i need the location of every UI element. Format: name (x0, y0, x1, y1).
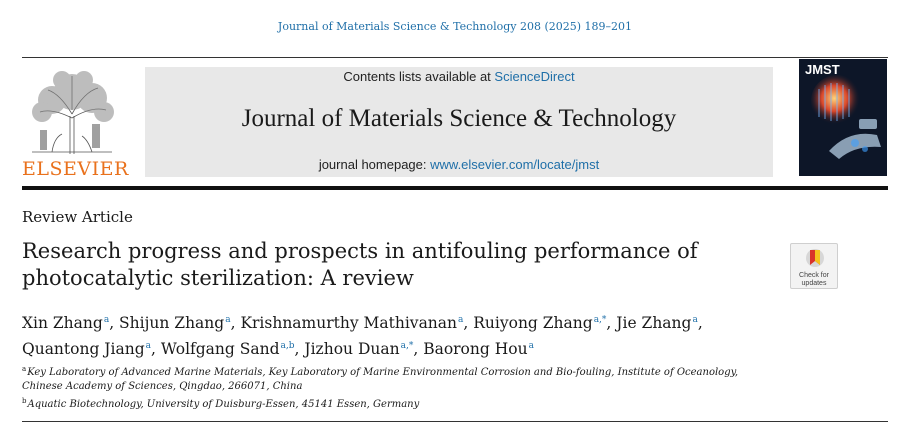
article-title: Research progress and prospects in antif… (22, 238, 742, 292)
check-for-updates-button[interactable]: Check for updates (790, 243, 838, 289)
author-name[interactable]: Quantong Jiang (22, 340, 145, 358)
author-affiliation-mark[interactable]: a,b (280, 341, 295, 351)
cover-art-icon (799, 59, 887, 176)
elsevier-logo[interactable]: ELSEVIER (22, 68, 129, 180)
author-affiliation-mark[interactable]: a (225, 315, 231, 325)
author-affiliation-mark[interactable]: a,* (593, 315, 607, 325)
journal-cover[interactable]: JMST (799, 59, 887, 176)
author-affiliation-mark[interactable]: a (103, 315, 110, 325)
author-name[interactable]: Wolfgang Sand (160, 340, 280, 358)
cover-title: JMST (805, 62, 840, 77)
homepage-prefix: journal homepage: (318, 157, 431, 172)
check-for-updates-label: Check for updates (799, 272, 829, 287)
author-affiliation-mark[interactable]: a (692, 315, 698, 325)
author-name[interactable]: Krishnamurthy Mathivanan (240, 314, 458, 332)
author-list: Xin Zhanga, Shijun Zhanga, Krishnamurthy… (22, 314, 703, 358)
author-name[interactable]: Xin Zhang (22, 314, 103, 332)
author-name[interactable]: Jizhou Duan (304, 340, 400, 358)
author-affiliation-mark[interactable]: a (458, 315, 464, 325)
title-line-2: photocatalytic sterilization: A review (22, 266, 414, 290)
affiliation-mark: b (22, 397, 27, 405)
article-type: Review Article (22, 208, 133, 226)
author-name[interactable]: Jie Zhang (616, 314, 692, 332)
author-name[interactable]: Ruiyong Zhang (473, 314, 593, 332)
affiliation-item: aKey Laboratory of Advanced Marine Mater… (22, 362, 762, 394)
author-affiliation-mark[interactable]: a (145, 341, 151, 351)
homepage-line: journal homepage: www.elsevier.com/locat… (145, 157, 773, 172)
sciencedirect-link[interactable]: ScienceDirect (494, 69, 575, 84)
front-matter-rule (22, 421, 888, 422)
contents-line: Contents lists available at ScienceDirec… (145, 69, 773, 84)
journal-banner: Contents lists available at ScienceDirec… (145, 67, 773, 177)
header-top-rule (22, 57, 888, 58)
affiliation-text: Aquatic Biotechnology, University of Dui… (27, 399, 420, 410)
elsevier-wordmark: ELSEVIER (22, 158, 129, 180)
journal-citation[interactable]: Journal of Materials Science & Technolog… (277, 20, 633, 33)
contents-prefix: Contents lists available at (343, 69, 495, 84)
affiliation-item: bAquatic Biotechnology, University of Du… (22, 394, 762, 412)
author-affiliation-mark[interactable]: a,* (400, 341, 414, 351)
header-bottom-rule (22, 186, 888, 190)
bookmark-icon (806, 249, 824, 267)
affiliation-text: Key Laboratory of Advanced Marine Materi… (22, 367, 739, 392)
affiliation-mark: a (22, 365, 27, 373)
author-name[interactable]: Shijun Zhang (119, 314, 225, 332)
author-name[interactable]: Baorong Hou (423, 340, 528, 358)
homepage-link[interactable]: www.elsevier.com/locate/jmst (430, 157, 600, 172)
elsevier-tree-icon (32, 71, 114, 154)
title-line-1: Research progress and prospects in antif… (22, 239, 698, 263)
affiliation-list: aKey Laboratory of Advanced Marine Mater… (22, 362, 762, 412)
author-affiliation-mark[interactable]: a (528, 341, 534, 351)
journal-name: Journal of Materials Science & Technolog… (241, 105, 677, 132)
